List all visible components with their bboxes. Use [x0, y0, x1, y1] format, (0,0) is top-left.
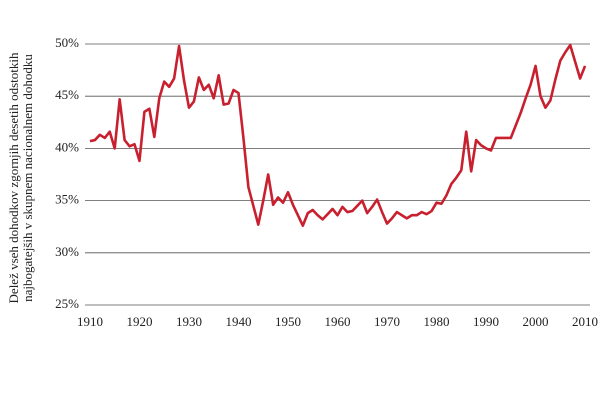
x-tick-label: 1960 [325, 314, 351, 329]
y-tick-label: 35% [55, 192, 79, 207]
y-tick-label: 40% [55, 139, 79, 154]
x-tick-label: 1910 [77, 314, 103, 329]
x-tick-label: 2000 [523, 314, 549, 329]
y-tick-label: 50% [55, 35, 79, 50]
y-axis-title: Delež vseh dohodkov zgornjih desetih ods… [6, 52, 35, 303]
x-tick-label: 1980 [424, 314, 450, 329]
x-tick-label: 1990 [473, 314, 499, 329]
y-label-line: Delež vseh dohodkov zgornjih desetih ods… [6, 52, 21, 303]
x-tick-label: 1930 [176, 314, 202, 329]
x-tick-label: 1920 [126, 314, 152, 329]
x-tick-label: 1950 [275, 314, 301, 329]
x-tick-label: 1940 [225, 314, 251, 329]
x-tick-label: 2010 [572, 314, 598, 329]
y-tick-label: 30% [55, 244, 79, 259]
y-label-line: najbogatejših v skupnem nacionalnem doho… [20, 54, 35, 302]
y-tick-label: 25% [55, 296, 79, 311]
y-tick-label: 45% [55, 87, 79, 102]
data-line [89, 43, 587, 227]
x-tick-label: 1970 [374, 314, 400, 329]
